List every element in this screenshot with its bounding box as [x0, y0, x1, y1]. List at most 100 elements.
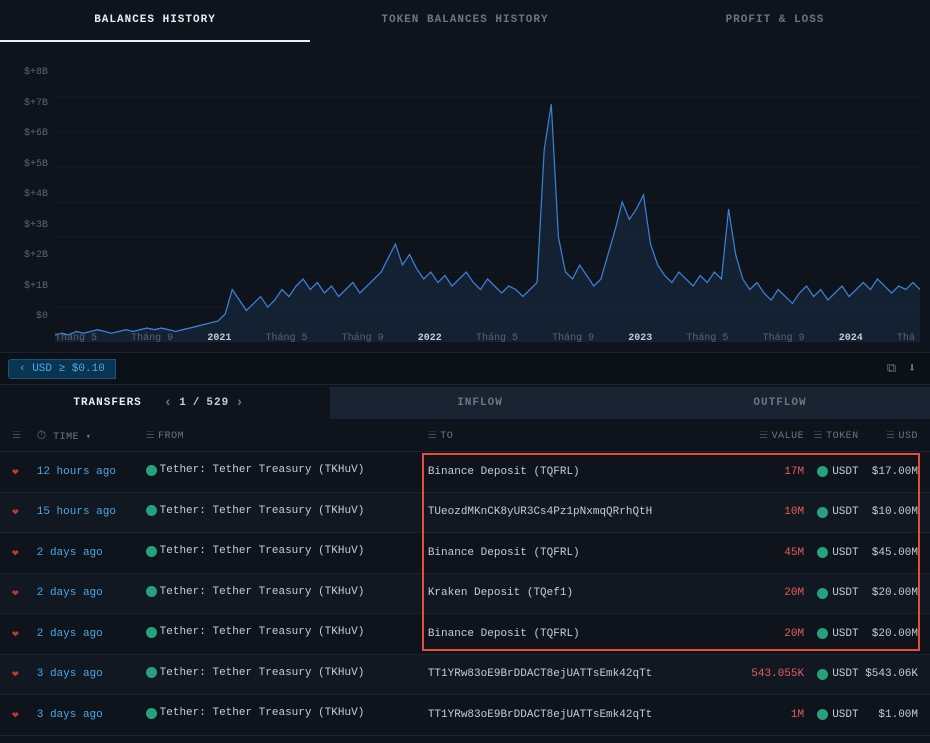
transfers-label: TRANSFERS: [73, 397, 141, 409]
filter-label: USD ≥ $0.10: [32, 363, 105, 375]
time-cell: 3 days ago: [37, 709, 146, 721]
col-to-header[interactable]: ☰TO: [428, 430, 735, 442]
page-total: 529: [206, 397, 229, 409]
token-cell: USDT: [804, 628, 859, 640]
to-cell[interactable]: TUeozdMKnCK8yUR3Cs4Pz1pNxmqQRrhQtH: [428, 506, 735, 518]
transfer-icon: ❤: [12, 588, 19, 600]
usdt-icon: [817, 507, 828, 518]
usdt-icon: [817, 709, 828, 720]
token-cell: USDT: [804, 506, 859, 518]
pager-prev[interactable]: ‹: [164, 395, 173, 411]
from-cell[interactable]: Tether: Tether Treasury (TKHuV): [146, 505, 428, 521]
tether-icon: [146, 708, 157, 719]
time-cell: 12 hours ago: [37, 466, 146, 478]
to-cell[interactable]: Kraken Deposit (TQef1): [428, 587, 735, 599]
from-cell[interactable]: Tether: Tether Treasury (TKHuV): [146, 707, 428, 723]
to-cell[interactable]: Binance Deposit (TQFRL): [428, 547, 735, 559]
col-from-header[interactable]: ☰FROM: [146, 430, 428, 442]
col-value-header[interactable]: ☰VALUE: [735, 430, 804, 442]
main-tabs: BALANCES HISTORY TOKEN BALANCES HISTORY …: [0, 0, 930, 42]
x-tick: Tháng 9: [131, 333, 173, 344]
pager: ‹ 1 / 529 ›: [152, 395, 257, 411]
from-cell[interactable]: Tether: Tether Treasury (TKHuV): [146, 626, 428, 642]
time-cell: 2 days ago: [37, 547, 146, 559]
time-cell: 2 days ago: [37, 628, 146, 640]
transfer-icon: ❤: [12, 710, 19, 722]
to-cell[interactable]: TT1YRw83oE9BrDDACT8ejUATTsEmk42qTt: [428, 709, 735, 721]
usd-cell: $543.06K: [859, 668, 918, 680]
table-row[interactable]: ❤ 3 days agoTether: Tether Treasury (TKHu…: [0, 695, 930, 736]
filter-usd-min[interactable]: ‹ USD ≥ $0.10: [8, 359, 116, 379]
table-row[interactable]: ❤ 12 hours agoTether: Tether Treasury (TK…: [0, 452, 930, 493]
chevron-down-icon: ▾: [86, 432, 92, 442]
x-tick: Tháng 5: [686, 333, 728, 344]
time-cell: 3 days ago: [37, 668, 146, 680]
tether-icon: [146, 586, 157, 597]
x-tick: Tháng 9: [763, 333, 805, 344]
usdt-icon: [817, 669, 828, 680]
to-cell[interactable]: Binance Deposit (TQFRL): [428, 466, 735, 478]
token-cell: USDT: [804, 709, 859, 721]
sub-tabs: TRANSFERS ‹ 1 / 529 › INFLOW OUTFLOW: [0, 385, 930, 421]
usd-cell: $20.00M: [859, 628, 918, 640]
filter-bar: ‹ USD ≥ $0.10 ⧉ ⬇: [0, 352, 930, 385]
transfer-icon: ❤: [12, 548, 19, 560]
transfer-icon: ❤: [12, 629, 19, 641]
page-current: 1: [179, 397, 187, 409]
x-tick: 2022: [418, 333, 442, 344]
usd-cell: $45.00M: [859, 547, 918, 559]
chart-x-axis: Tháng 5Tháng 92021Tháng 5Tháng 92022Thán…: [55, 333, 915, 344]
x-tick: Tháng 5: [55, 333, 97, 344]
balances-chart: $+8B$+7B$+6B$+5B$+4B$+3B$+2B$+1B$0 Tháng…: [0, 42, 930, 352]
to-cell[interactable]: TT1YRw83oE9BrDDACT8ejUATTsEmk42qTt: [428, 668, 735, 680]
tether-icon: [146, 465, 157, 476]
x-tick: 2023: [628, 333, 652, 344]
download-icon[interactable]: ⬇: [902, 357, 922, 380]
table-row[interactable]: ❤ 2 days agoTether: Tether Treasury (TKHu…: [0, 533, 930, 574]
x-tick: Tháng 5: [265, 333, 307, 344]
filter-icon[interactable]: ☰: [12, 431, 21, 442]
x-tick: Tháng 5: [476, 333, 518, 344]
col-token-header[interactable]: ☰TOKEN: [804, 430, 859, 442]
copy-icon[interactable]: ⧉: [881, 357, 902, 380]
tether-icon: [146, 505, 157, 516]
token-cell: USDT: [804, 466, 859, 478]
tether-icon: [146, 627, 157, 638]
from-cell[interactable]: Tether: Tether Treasury (TKHuV): [146, 667, 428, 683]
tab-token-balances-history[interactable]: TOKEN BALANCES HISTORY: [310, 0, 620, 42]
tab-profit-loss[interactable]: PROFIT & LOSS: [620, 0, 930, 42]
table-row[interactable]: ❤ 2 days agoTether: Tether Treasury (TKHu…: [0, 614, 930, 655]
pager-next[interactable]: ›: [235, 395, 244, 411]
subtab-inflow[interactable]: INFLOW: [330, 387, 630, 419]
usd-cell: $20.00M: [859, 587, 918, 599]
col-usd-header[interactable]: ☰USD: [859, 430, 918, 442]
usd-cell: $17.00M: [859, 466, 918, 478]
token-cell: USDT: [804, 587, 859, 599]
value-cell: 17M: [735, 466, 804, 478]
x-tick: Thá: [897, 333, 915, 344]
y-tick: $+4B: [8, 189, 48, 200]
from-cell[interactable]: Tether: Tether Treasury (TKHuV): [146, 464, 428, 480]
transfer-icon: ❤: [12, 467, 19, 479]
token-cell: USDT: [804, 668, 859, 680]
y-tick: $+6B: [8, 128, 48, 139]
table-row[interactable]: ❤15 hours agoTether: Tether Treasury (TK…: [0, 493, 930, 534]
page-sep: /: [193, 397, 201, 409]
to-cell[interactable]: Binance Deposit (TQFRL): [428, 628, 735, 640]
y-tick: $+8B: [8, 67, 48, 78]
x-tick: Tháng 9: [552, 333, 594, 344]
chart-y-axis: $+8B$+7B$+6B$+5B$+4B$+3B$+2B$+1B$0: [8, 67, 48, 322]
from-cell[interactable]: Tether: Tether Treasury (TKHuV): [146, 545, 428, 561]
tab-balances-history[interactable]: BALANCES HISTORY: [0, 0, 310, 42]
from-cell[interactable]: Tether: Tether Treasury (TKHuV): [146, 586, 428, 602]
table-row[interactable]: ❤3 days agoTether: Tether Treasury (TKHu…: [0, 655, 930, 696]
chart-svg[interactable]: [55, 62, 920, 342]
value-cell: 1M: [735, 709, 804, 721]
col-time-header[interactable]: ⏱ TIME ▾: [37, 429, 146, 443]
value-cell: 20M: [735, 628, 804, 640]
subtab-transfers[interactable]: TRANSFERS ‹ 1 / 529 ›: [0, 385, 330, 421]
usdt-icon: [817, 628, 828, 639]
tether-icon: [146, 667, 157, 678]
table-row[interactable]: ❤2 days agoTether: Tether Treasury (TKHu…: [0, 574, 930, 615]
subtab-outflow[interactable]: OUTFLOW: [630, 387, 930, 419]
